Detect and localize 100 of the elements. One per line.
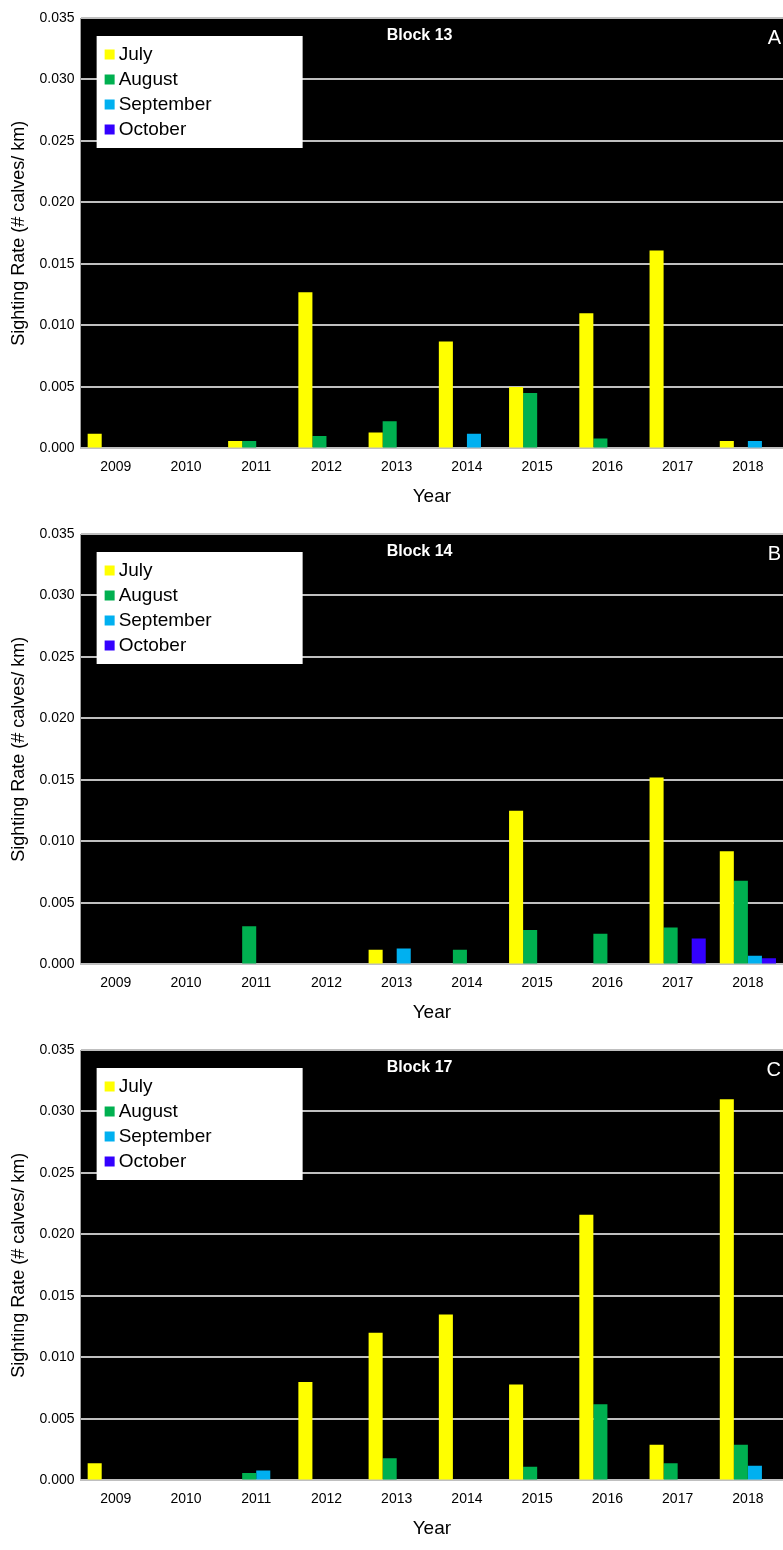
x-tick-label: 2010 [170,457,202,474]
bar [691,938,706,964]
x-tick-label: 2011 [241,1489,272,1506]
x-tick-label: 2012 [310,973,343,990]
x-axis-title: Year [412,1000,452,1022]
bar [509,810,524,964]
bar [747,1465,762,1480]
x-tick-label: 2016 [591,457,624,474]
legend-label: July [118,558,153,580]
y-tick-label: 0.015 [39,1286,75,1303]
x-tick-label: 2015 [521,457,553,474]
bar [228,441,243,448]
x-tick-label: 2013 [381,457,413,474]
y-tick-label: 0.010 [39,1348,75,1365]
bar [242,1473,257,1480]
y-tick-label: 0.000 [39,439,75,456]
annotation: C [766,1057,781,1080]
x-tick-label: 2015 [521,973,553,990]
bar [256,1470,271,1480]
y-axis-title: Sighting Rate (# calves/ km) [7,120,28,346]
bar [719,441,734,448]
y-tick-label: 0.000 [39,1471,75,1488]
bar [382,421,397,448]
x-tick-label: 2018 [732,973,764,990]
y-tick-label: 0.025 [39,131,75,148]
legend-label: September [118,92,213,114]
text: Block 17 [386,1058,453,1076]
y-tick-label: 0.035 [39,524,75,541]
x-axis-title: Year [412,484,452,506]
x-tick-label: 2018 [732,1489,764,1506]
y-tick-label: 0.025 [39,647,75,664]
text: Block 14 [386,542,453,560]
annotation: B [767,541,781,564]
y-tick-label: 0.010 [39,316,75,333]
legend-label: September [118,608,213,630]
x-axis-title: Year [412,1516,452,1538]
bar [242,441,257,448]
bar [523,1466,538,1480]
y-tick-label: 0.020 [39,1225,75,1242]
y-tick-label: 0.030 [39,70,75,87]
bar [368,432,383,448]
y-tick-label: 0.015 [39,770,75,787]
x-tick-label: 2010 [170,1489,202,1506]
x-tick-label: 2009 [100,1489,132,1506]
x-tick-label: 2010 [170,973,202,990]
bar [579,313,594,448]
legend-label: October [118,633,187,655]
bar [593,933,608,964]
x-tick-label: 2012 [310,457,343,474]
y-axis-title: Sighting Rate (# calves/ km) [7,636,28,862]
y-tick-label: 0.005 [39,377,75,394]
y-axis-title: Sighting Rate (# calves/ km) [7,1152,28,1378]
y-tick-label: 0.020 [39,709,75,726]
legend-label: July [118,1074,153,1096]
bar [368,949,383,964]
bar [466,433,481,448]
bar [593,1404,608,1480]
x-tick-label: 2015 [521,1489,553,1506]
y-tick-label: 0.035 [39,1040,75,1057]
x-tick-label: 2014 [451,1489,483,1506]
bar [87,1463,102,1480]
bar [663,927,678,964]
y-tick-label: 0.015 [39,254,75,271]
y-tick-label: 0.020 [39,193,75,210]
x-tick-label: 2009 [100,973,132,990]
legend-label: July [118,42,153,64]
bar [719,851,734,964]
x-tick-label: 2018 [732,457,764,474]
bar [368,1332,383,1480]
x-tick-label: 2016 [591,1489,624,1506]
legend-label: September [118,1124,213,1146]
bar [761,958,776,964]
bar [747,955,762,964]
bar [312,436,327,448]
bar [396,948,411,964]
bar [719,1099,734,1480]
bar [87,433,102,448]
legend-label: August [118,583,179,605]
annotation: A [767,25,782,48]
bar [649,777,664,964]
y-tick-label: 0.035 [39,8,75,25]
x-tick-label: 2016 [591,973,624,990]
bar [663,1463,678,1480]
bar [298,292,313,448]
y-tick-label: 0.005 [39,893,75,910]
bar [509,386,524,448]
x-tick-label: 2017 [662,457,694,474]
bar [523,929,538,964]
bar [523,393,538,448]
bar [747,441,762,448]
legend-label: October [118,117,187,139]
y-tick-label: 0.000 [39,955,75,972]
y-tick-label: 0.030 [39,586,75,603]
bar [649,250,664,448]
x-tick-label: 2013 [381,1489,413,1506]
bar [593,438,608,448]
x-tick-label: 2014 [451,973,483,990]
y-tick-label: 0.025 [39,1163,75,1180]
y-tick-label: 0.010 [39,832,75,849]
x-tick-label: 2013 [381,973,413,990]
